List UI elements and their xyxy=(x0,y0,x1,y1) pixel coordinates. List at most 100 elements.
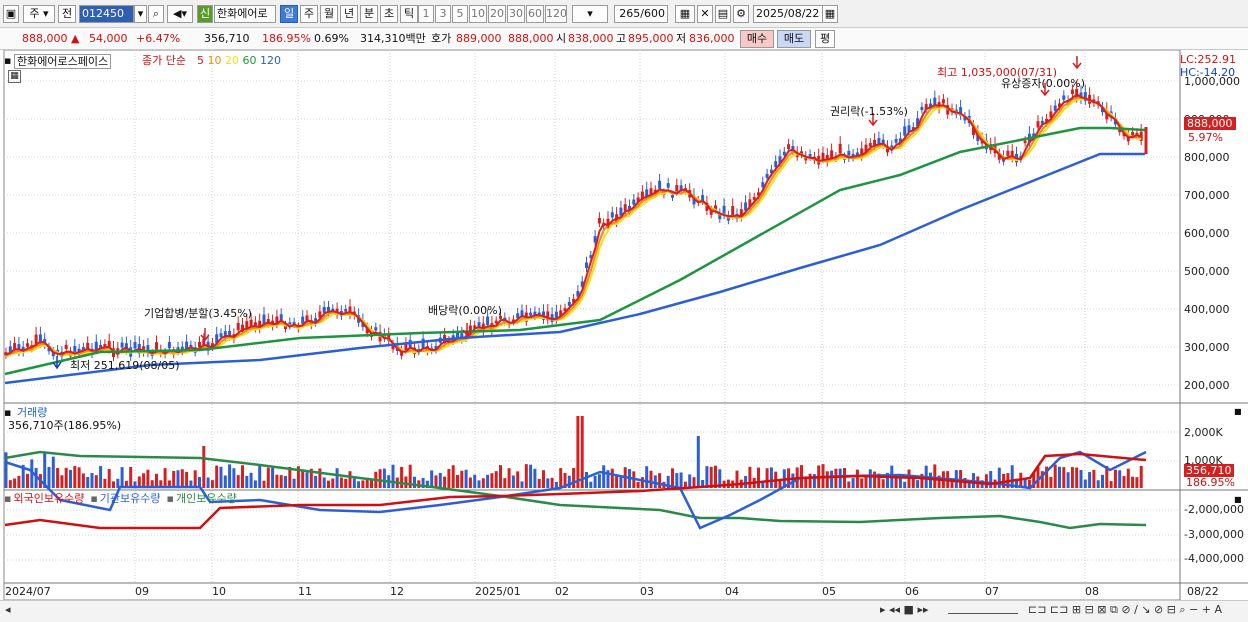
stock-code-input[interactable]: 012450 xyxy=(79,5,134,23)
low-arrow xyxy=(52,356,62,370)
bar-count[interactable]: 265/600 xyxy=(614,5,668,23)
candle-body xyxy=(26,343,29,347)
stock-chart[interactable] xyxy=(0,50,1248,600)
holder-close-icon[interactable]: ■ xyxy=(1234,495,1242,504)
candle-body xyxy=(963,116,967,121)
stock-name-field[interactable]: 한화에어로 xyxy=(214,5,276,23)
volume-bar xyxy=(133,481,137,488)
candle-body xyxy=(645,189,649,199)
candle-body xyxy=(623,204,627,211)
volume-bar xyxy=(997,467,1001,488)
stock-name-label[interactable]: 한화에어로스페이스 xyxy=(14,54,112,69)
volume-bar xyxy=(279,475,283,488)
volume-bar xyxy=(56,467,60,488)
panel-close-icon[interactable]: ▪ xyxy=(4,54,12,67)
date-input[interactable]: 2025/08/22 xyxy=(753,5,823,23)
candle-body xyxy=(318,311,322,318)
nav-controls[interactable]: ▸ ◂◂ ■ ▸▸ xyxy=(880,603,929,616)
interval-10[interactable]: 10 xyxy=(469,5,487,23)
volume-close-icon[interactable]: ■ xyxy=(1234,407,1242,416)
interval-30[interactable]: 30 xyxy=(507,5,525,23)
volume-bar xyxy=(830,470,834,488)
eval-button[interactable]: 평 xyxy=(815,30,835,48)
tools-icon[interactable]: ✕ xyxy=(697,5,713,23)
volume-bar xyxy=(1062,467,1066,488)
volume-bar xyxy=(43,452,47,488)
candle-body xyxy=(38,334,42,344)
candle-body xyxy=(860,148,864,157)
candle-body xyxy=(210,343,214,348)
x-tick: 06 xyxy=(905,585,919,598)
volume-bar xyxy=(1101,474,1104,488)
volume-bar xyxy=(511,475,515,488)
candle-body xyxy=(748,199,752,208)
volume-bar xyxy=(443,476,447,488)
period-label: 주 xyxy=(29,7,40,20)
volume-bar xyxy=(1126,468,1130,488)
candle-body xyxy=(245,321,249,330)
volume-bar xyxy=(365,477,369,488)
volume-bar xyxy=(1096,480,1100,488)
volume-bar xyxy=(546,478,550,488)
interval-60[interactable]: 60 xyxy=(526,5,544,23)
compare-button[interactable]: 전 xyxy=(58,5,76,23)
scroll-left-icon[interactable]: ◂ xyxy=(5,603,11,616)
interval-1[interactable]: 1 xyxy=(418,5,434,23)
zoom-slider[interactable] xyxy=(948,603,1018,614)
save-icon[interactable]: ▤ xyxy=(715,5,731,23)
table-icon[interactable]: ▦ xyxy=(8,70,21,83)
volume-bar xyxy=(155,473,158,488)
buy-button[interactable]: 매수 xyxy=(740,30,774,48)
volume-bar xyxy=(228,464,232,488)
candle-body xyxy=(567,301,571,306)
interval-3[interactable]: 3 xyxy=(435,5,451,23)
high-label: 고 xyxy=(616,32,627,45)
tab-1[interactable]: 주 xyxy=(300,5,318,23)
volume-panel-icon[interactable]: ▪ xyxy=(4,406,12,419)
tab-6[interactable]: 틱 xyxy=(400,5,418,23)
calendar-icon[interactable]: ▦ xyxy=(822,5,838,23)
volume-bar xyxy=(47,466,51,488)
candle-body xyxy=(855,152,859,156)
moving-average-lines xyxy=(4,93,1146,385)
interval-5[interactable]: 5 xyxy=(452,5,468,23)
volume-bar xyxy=(1135,477,1139,488)
grid-icon[interactable]: ▦ xyxy=(675,5,695,23)
volume-bar xyxy=(112,481,115,488)
volume-bar xyxy=(8,480,12,488)
event-arrow xyxy=(1040,83,1050,97)
candle-body xyxy=(486,316,490,325)
tool-icons[interactable]: ⊏⊐ ⊏⊐ ⊞ ⊟ ⊠ ⧉ ⊘ ∕ ↘ ⊘ ⊟ ⌕ − + A xyxy=(1028,603,1223,616)
holder-series-icon: ▪ xyxy=(90,492,98,505)
volume-bar xyxy=(984,474,988,488)
tab-2[interactable]: 월 xyxy=(320,5,338,23)
gear-icon[interactable]: ⚙ xyxy=(733,5,749,23)
interval-dropdown[interactable]: ▾ xyxy=(572,5,608,23)
period-select[interactable]: 주 ▾ xyxy=(23,5,55,23)
volume-bar xyxy=(163,468,167,488)
tab-0[interactable]: 일 xyxy=(280,5,298,23)
volume-bar xyxy=(640,477,644,488)
interval-20[interactable]: 20 xyxy=(488,5,506,23)
volume-bar xyxy=(714,465,717,488)
tab-3[interactable]: 년 xyxy=(340,5,358,23)
candle-body xyxy=(86,342,90,350)
tab-5[interactable]: 초 xyxy=(380,5,398,23)
volume-bar xyxy=(13,478,17,488)
candle-body xyxy=(477,322,481,328)
speaker-icon[interactable]: ◀▾ xyxy=(167,5,193,23)
candle-body xyxy=(709,210,713,215)
volume-bar xyxy=(159,480,163,488)
sell-button[interactable]: 매도 xyxy=(777,30,811,48)
volume-bar xyxy=(825,471,829,488)
volume-bar xyxy=(335,468,339,488)
code-dropdown[interactable]: ▾ xyxy=(134,5,147,23)
volume-bar xyxy=(860,478,864,488)
volume-bar xyxy=(460,470,464,488)
interval-120[interactable]: 120 xyxy=(545,5,567,23)
window-icon[interactable]: ▣ xyxy=(3,5,19,23)
candle-body xyxy=(258,320,262,330)
volume-bar xyxy=(1075,467,1079,488)
search-icon[interactable]: ⌕ xyxy=(148,5,164,23)
tab-4[interactable]: 분 xyxy=(360,5,378,23)
